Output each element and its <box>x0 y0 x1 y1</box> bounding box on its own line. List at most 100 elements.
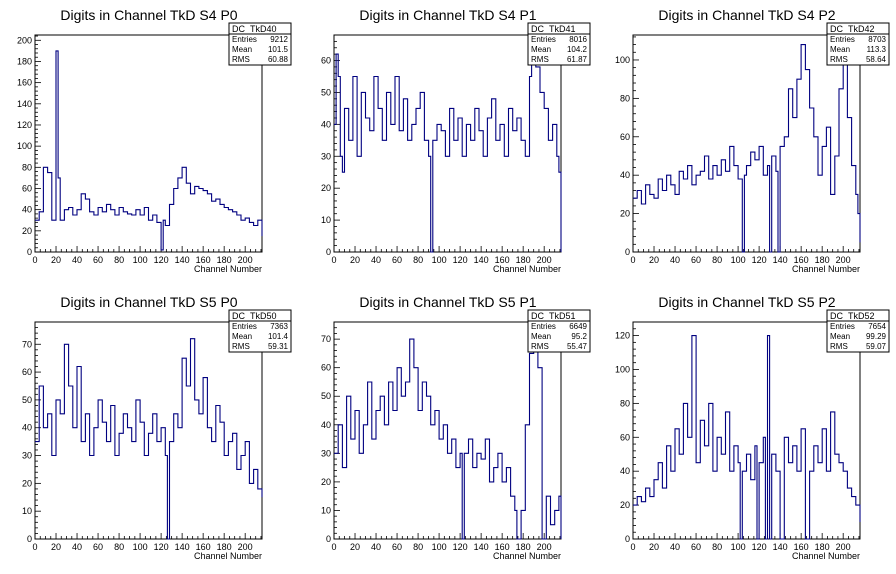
stats-box-name: DC_TkD42 <box>830 24 875 34</box>
stats-key: Mean <box>830 332 850 341</box>
stats-value: 99.29 <box>866 332 887 341</box>
stats-box-name: DC_TkD50 <box>232 311 277 321</box>
x-tick-label: 100 <box>432 255 447 265</box>
x-tick-label: 200 <box>836 255 851 265</box>
stats-box-name: DC_TkD51 <box>531 311 576 321</box>
stats-value: 6649 <box>569 322 587 331</box>
y-tick-label: 80 <box>620 93 630 103</box>
y-tick-label: 30 <box>321 448 331 458</box>
y-tick-label: 30 <box>321 151 331 161</box>
x-axis-label: Channel Number <box>194 264 262 274</box>
y-tick-label: 70 <box>22 339 32 349</box>
x-tick-label: 160 <box>495 542 510 552</box>
histogram-panel-s5-p2: Digits in Channel TkD S5 P2 0 20 40 60 80 100 1… <box>598 287 896 574</box>
x-tick-label: 80 <box>413 542 423 552</box>
x-tick-label: 60 <box>93 542 103 552</box>
stats-box-name: DC_TkD41 <box>531 24 576 34</box>
y-tick-label: 80 <box>22 162 32 172</box>
x-tick-label: 80 <box>114 542 124 552</box>
x-tick-label: 40 <box>72 255 82 265</box>
y-tick-label: 0 <box>27 534 32 544</box>
x-tick-label: 80 <box>712 255 722 265</box>
y-tick-label: 70 <box>321 334 331 344</box>
x-tick-label: 120 <box>154 255 169 265</box>
x-tick-label: 120 <box>154 542 169 552</box>
histogram-panel-s4-p1: Digits in Channel TkD S4 P1 0 20 40 60 80 100 1… <box>299 0 597 287</box>
histogram-svg: Digits in Channel TkD S5 P00 20 40 60 80 100 1… <box>22 294 292 561</box>
stats-box-frame <box>826 22 890 66</box>
stats-value: 60.88 <box>268 55 289 64</box>
x-tick-label: 180 <box>516 255 531 265</box>
chart-title: Digits in Channel TkD S4 P0 <box>60 7 237 23</box>
x-axis-label: Channel Number <box>493 551 561 561</box>
y-tick-label: 20 <box>620 209 630 219</box>
chart-title: Digits in Channel TkD S4 P2 <box>658 7 835 23</box>
histogram-series <box>35 50 263 251</box>
x-tick-label: 180 <box>217 542 232 552</box>
x-tick-label: 0 <box>331 542 336 552</box>
stats-key: Entries <box>830 322 855 331</box>
y-tick-label: 10 <box>321 505 331 515</box>
y-tick-label: 60 <box>22 183 32 193</box>
stats-key: RMS <box>232 55 250 64</box>
stats-value: 101.5 <box>268 45 289 54</box>
x-tick-label: 160 <box>794 542 809 552</box>
x-tick-label: 140 <box>773 255 788 265</box>
x-tick-label: 20 <box>51 542 61 552</box>
y-tick-label: 60 <box>620 132 630 142</box>
histogram-svg: Digits in Channel TkD S5 P2 0 20 40 60 80 100 1… <box>615 294 890 561</box>
y-tick-label: 40 <box>620 466 630 476</box>
x-tick-label: 0 <box>630 542 635 552</box>
y-tick-label: 140 <box>17 99 32 109</box>
stats-value: 95.2 <box>571 332 587 341</box>
stats-key: RMS <box>232 342 250 351</box>
x-tick-label: 140 <box>773 542 788 552</box>
x-tick-label: 80 <box>114 255 124 265</box>
plot-frame <box>34 321 263 540</box>
x-tick-label: 0 <box>32 542 37 552</box>
x-tick-label: 120 <box>752 255 767 265</box>
histogram-panel-s4-p2: Digits in Channel TkD S4 P2 0 20 40 60 80 100 1… <box>598 0 896 287</box>
stats-key: RMS <box>830 55 848 64</box>
y-tick-label: 0 <box>625 534 630 544</box>
chart-title: Digits in Channel TkD S5 P2 <box>658 294 835 310</box>
x-tick-label: 100 <box>133 542 148 552</box>
histogram-panel-s5-p1: Digits in Channel TkD S5 P1 0 20 40 60 80 100 1… <box>299 287 597 574</box>
x-tick-label: 20 <box>350 542 360 552</box>
stats-key: RMS <box>531 55 549 64</box>
stats-box-name: DC_TkD40 <box>232 24 277 34</box>
y-tick-label: 200 <box>17 35 32 45</box>
x-tick-label: 140 <box>175 255 190 265</box>
stats-key: Entries <box>531 322 556 331</box>
x-tick-label: 100 <box>432 542 447 552</box>
histogram-series <box>334 53 562 253</box>
stats-value: 101.4 <box>268 332 289 341</box>
y-tick-label: 10 <box>321 215 331 225</box>
stats-value: 59.07 <box>866 342 887 351</box>
chart-title: Digits in Channel TkD S4 P1 <box>359 7 536 23</box>
x-tick-label: 160 <box>196 255 211 265</box>
x-tick-label: 40 <box>371 255 381 265</box>
histogram-panel-s5-p0: Digits in Channel TkD S5 P0 0 20 40 60 80 100 1… <box>0 287 298 574</box>
x-tick-label: 120 <box>752 542 767 552</box>
stats-key: Entries <box>531 35 556 44</box>
stats-box-frame <box>228 309 292 353</box>
y-tick-label: 180 <box>17 56 32 66</box>
y-tick-label: 60 <box>620 432 630 442</box>
histogram-series <box>35 338 263 540</box>
stats-key: RMS <box>830 342 848 351</box>
y-tick-label: 0 <box>326 247 331 257</box>
y-tick-label: 100 <box>615 364 630 374</box>
histogram-series <box>633 335 861 540</box>
x-tick-label: 20 <box>51 255 61 265</box>
x-tick-label: 140 <box>474 542 489 552</box>
x-tick-label: 200 <box>238 542 253 552</box>
stats-box-frame <box>228 22 292 66</box>
stats-key: Mean <box>232 45 252 54</box>
y-tick-label: 20 <box>321 183 331 193</box>
stats-box-frame <box>527 309 591 353</box>
stats-value: 61.87 <box>567 55 588 64</box>
stats-box-name: DC_TkD52 <box>830 311 875 321</box>
